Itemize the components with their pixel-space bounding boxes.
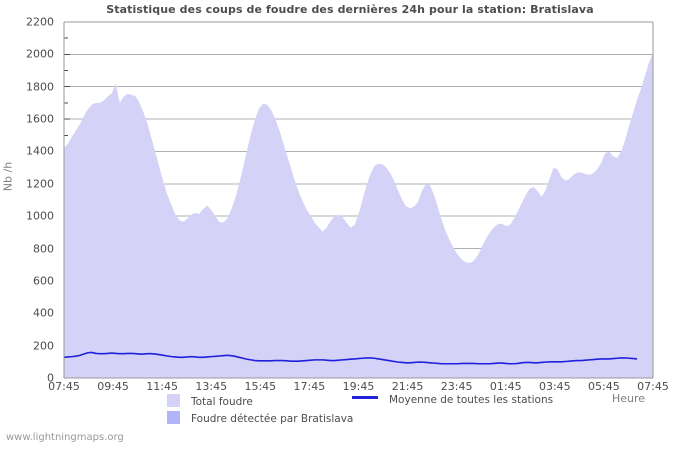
x-tick-label: 19:45 [342,380,375,393]
legend-line-moyenne [352,396,378,399]
footer-watermark: www.lightningmaps.org [6,432,124,443]
x-tick-label: 07:45 [637,380,669,393]
legend-label-moyenne: Moyenne de toutes les stations [389,394,554,406]
y-tick-label: 400 [33,306,54,320]
y-tick-label: 1800 [26,80,54,94]
legend-swatch-total-foudre [167,394,180,407]
x-tick-label: 01:45 [489,380,522,393]
y-tick-label: 1400 [26,144,54,158]
y-tick-label: 2200 [26,15,54,29]
y-tick-label: 2000 [26,47,54,61]
y-tick-label: 200 [33,339,54,353]
y-tick-label: 600 [33,274,54,288]
area-series-0 [64,52,653,378]
x-tick-label: 17:45 [293,380,326,393]
x-tick-label: 13:45 [195,380,228,393]
x-tick-label: 09:45 [97,380,129,393]
chart-title: Statistique des coups de foudre des dern… [106,3,594,16]
y-tick-label: 0 [47,371,54,385]
series-layer [63,52,653,378]
y-tick-label: 800 [33,242,54,256]
line-series-2 [63,351,638,365]
y-tick-label: 1200 [26,177,54,191]
y-tick-label: 1000 [26,209,54,223]
x-tick-label: 15:45 [244,380,277,393]
legend-item-station-foudre[interactable]: Foudre détectée par Bratislava [167,411,353,425]
chart-legend: Total foudre Foudre détectée par Bratisl… [0,392,700,428]
y-tick-label: 1600 [26,112,54,126]
x-axis-label: Heure [612,392,646,405]
x-tick-label: 23:45 [440,380,473,393]
x-tick-label: 07:45 [48,380,80,393]
plot-frame [63,21,654,379]
legend-label-station-foudre: Foudre détectée par Bratislava [191,413,354,425]
legend-swatch-station-foudre [167,411,180,424]
x-tick-label: 11:45 [146,380,178,393]
legend-item-moyenne[interactable]: Moyenne de toutes les stations [352,394,553,406]
x-tick-label: 21:45 [391,380,424,393]
legend-label-total-foudre: Total foudre [191,396,253,408]
x-tick-label: 05:45 [588,380,620,393]
x-tick-label: 03:45 [538,380,571,393]
legend-item-total-foudre[interactable]: Total foudre [167,394,253,408]
